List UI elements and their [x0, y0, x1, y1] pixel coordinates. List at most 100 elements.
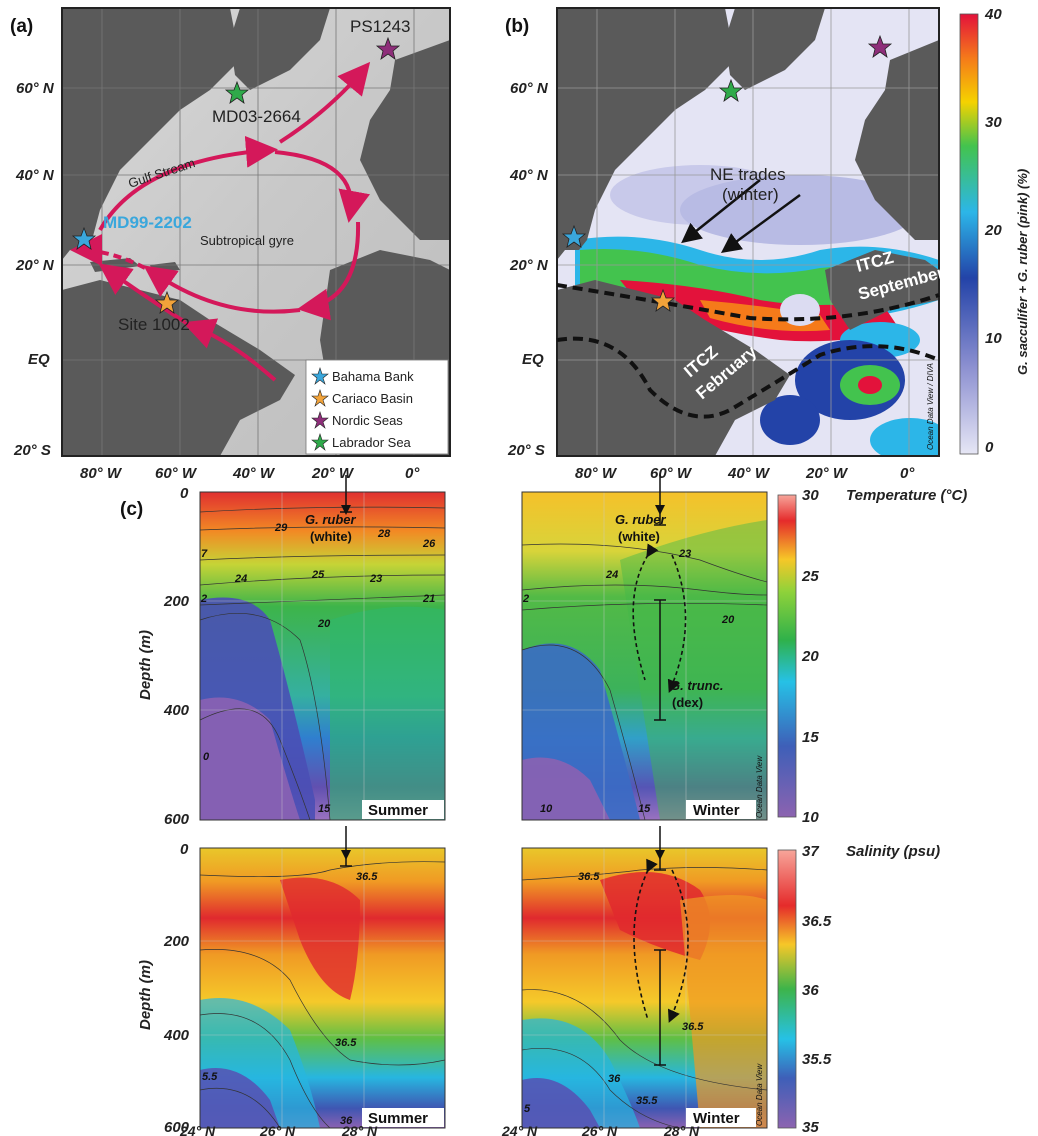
contour-label: 21 — [422, 593, 435, 605]
sal-colorbar: 37 36.5 36 35.5 35 Salinity (psu) — [777, 843, 940, 1136]
lat-tick: 24° N — [501, 1123, 538, 1136]
star-nordic-icon — [375, 36, 401, 60]
cbar-tick: 10 — [802, 809, 819, 826]
trade-arrows-b — [681, 179, 801, 253]
legend-label: Labrador Sea — [332, 435, 412, 450]
panel-label-b: (b) — [505, 16, 529, 37]
temp-summer-section: 29 28 26 7 25 24 23 2 21 20 0 15 G. rube… — [199, 475, 446, 821]
contour-label: 36.5 — [682, 1021, 704, 1033]
contour-label: 2 — [522, 593, 529, 605]
contour-label: 15 — [318, 803, 331, 815]
lon-tick: 0° — [405, 465, 420, 482]
g-ruber-label: G. ruber — [615, 512, 667, 527]
contour-label: 10 — [540, 803, 553, 815]
temp-title: Temperature (°C) — [846, 487, 967, 504]
contour-label: 26 — [422, 538, 436, 550]
sal-title: Salinity (psu) — [846, 843, 940, 860]
contour-label: 36 — [340, 1115, 353, 1127]
frame-a — [61, 7, 451, 457]
lat-tick: 60° N — [16, 80, 55, 97]
contour-label: 20 — [721, 614, 735, 626]
legend-label: Nordic Seas — [332, 413, 403, 428]
depth-tick: 400 — [163, 702, 190, 719]
legend-cariaco-icon — [311, 389, 329, 407]
legend-labrador-icon — [311, 433, 329, 451]
cbar-tick: 36.5 — [802, 913, 832, 930]
cbar-tick: 35 — [802, 1119, 819, 1136]
lon-tick: 80° W — [575, 465, 618, 482]
legend-label: Bahama Bank — [332, 369, 414, 384]
winter-label: Winter — [693, 1110, 740, 1127]
legend-bahama-icon — [311, 367, 329, 385]
cbar-tick: 35.5 — [802, 1051, 832, 1068]
lat-tick: 20° S — [507, 442, 545, 459]
contour-label: 15 — [638, 803, 651, 815]
cbar-tick: 30 — [802, 487, 819, 504]
currents-a — [70, 61, 371, 382]
itcz-lines-b — [556, 283, 940, 419]
contour-label: 20 — [317, 618, 331, 630]
site-label-md03: MD03-2664 — [212, 107, 301, 126]
site-label-ps1243: PS1243 — [350, 17, 411, 36]
axis-labels-b: 60° N 40° N 20° N EQ 20° S 80° W 60° W 4… — [507, 80, 915, 482]
contour-label: 24 — [234, 573, 247, 585]
trades-sub-label: (winter) — [722, 185, 779, 204]
trades-label: NE trades — [710, 165, 786, 184]
lat-tick: 60° N — [510, 80, 549, 97]
contour-label: 23 — [678, 548, 691, 560]
contour-label: 24 — [605, 569, 618, 581]
lat-tick: 20° N — [509, 257, 549, 274]
depth-axis-label: Depth (m) — [137, 960, 154, 1030]
lon-tick: 40° W — [727, 465, 771, 482]
contour-label: 5.5 — [202, 1071, 218, 1083]
depth-tick: 0 — [180, 485, 189, 502]
lat-tick: 24° N — [179, 1123, 216, 1136]
contour-label: 29 — [274, 522, 288, 534]
odv-credit: Ocean Data View — [755, 755, 764, 818]
star-labrador-icon — [224, 80, 250, 104]
sal-winter-section: 36.5 36.5 36 35.5 5 Winter Ocean Data Vi… — [521, 826, 768, 1129]
odv-credit: Ocean Data View / DIVA — [926, 363, 935, 450]
map-panel-a: (a) PS — [10, 7, 451, 482]
cbar-tick: 37 — [802, 843, 819, 860]
odv-credit: Ocean Data View — [755, 1063, 764, 1126]
contour-label: 2 — [200, 593, 207, 605]
cbar-tick: 30 — [985, 114, 1002, 131]
lon-tick: 40° W — [232, 465, 276, 482]
star-bahama-icon — [71, 226, 97, 250]
star-cariaco-icon — [650, 288, 676, 312]
contour-label: 7 — [201, 548, 208, 560]
depth-tick: 600 — [164, 811, 190, 828]
g-ruber-sub-label: (white) — [310, 529, 352, 544]
cbar-tick: 10 — [985, 330, 1002, 347]
depth-tick: 200 — [163, 933, 190, 950]
contour-label: 25 — [311, 569, 325, 581]
star-labrador-icon — [718, 78, 744, 102]
legend-a: Bahama Bank Cariaco Basin Nordic Seas La… — [305, 359, 449, 455]
contour-label: 36 — [608, 1073, 621, 1085]
contour-label: 36.5 — [578, 871, 600, 883]
lat-tick: 28° N — [663, 1123, 700, 1136]
summer-label: Summer — [368, 1110, 428, 1127]
gyre-label: Subtropical gyre — [200, 233, 294, 248]
contour-label: 28 — [377, 528, 391, 540]
site-label-md99: MD99-2202 — [103, 213, 192, 232]
lat-tick: 40° N — [509, 167, 549, 184]
legend-label: Cariaco Basin — [332, 391, 413, 406]
lat-tick: EQ — [522, 351, 544, 368]
g-trunc-sub-label: (dex) — [672, 695, 703, 710]
depth-tick: 200 — [163, 593, 190, 610]
contour-label: 23 — [369, 573, 382, 585]
cbar-tick: 0 — [985, 439, 994, 456]
lat-tick: 28° N — [341, 1123, 378, 1136]
lat-tick: 26° N — [581, 1123, 618, 1136]
depth-tick: 0 — [180, 841, 189, 858]
section-axes: 0 200 400 600 0 200 400 600 Depth (m) De… — [137, 485, 700, 1136]
star-nordic-icon — [867, 34, 893, 58]
contour-label: 5 — [524, 1103, 531, 1115]
map-panel-b: (b) — [505, 6, 1030, 482]
depth-axis-label: Depth (m) — [137, 630, 154, 700]
sal-summer-section: 36.5 36.5 5.5 36 Summer — [199, 826, 446, 1129]
depth-tick: 400 — [163, 1027, 190, 1044]
